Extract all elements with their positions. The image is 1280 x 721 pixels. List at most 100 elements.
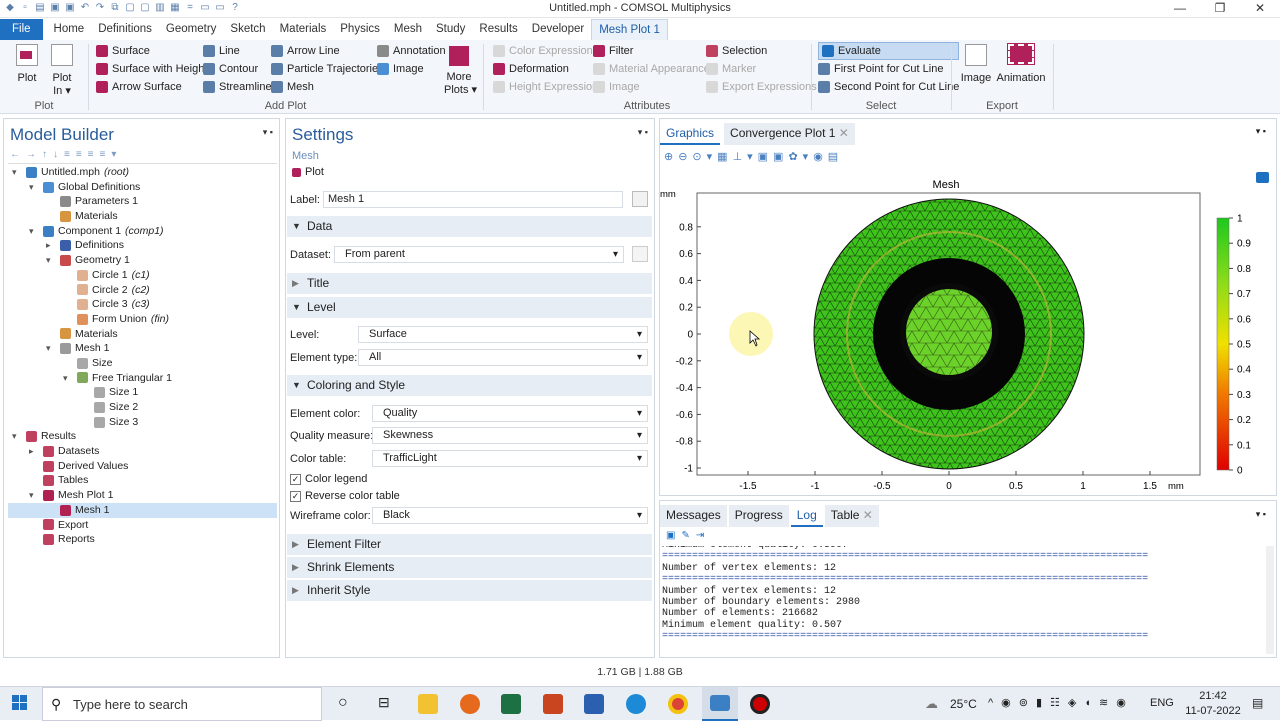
section-shrink-elements[interactable]: ▶ Shrink Elements	[287, 557, 652, 578]
clock-date[interactable]: 11-07-2022	[1185, 705, 1241, 717]
file-explorer-icon[interactable]	[418, 694, 438, 714]
windows-icon[interactable]: ▭	[200, 2, 210, 13]
tree-item-untitled-mph[interactable]: ▾ Untitled.mph (root)	[12, 166, 130, 178]
level-select[interactable]: Surface	[358, 326, 648, 343]
material-appearance-button[interactable]: Material Appearance	[593, 60, 710, 78]
expand-arrow-icon[interactable]: ▾	[29, 490, 34, 501]
export-expressions-button[interactable]: Export Expressions	[706, 78, 817, 96]
ribbon-tab-results[interactable]: Results	[479, 23, 518, 35]
label-edit-icon[interactable]	[632, 191, 648, 207]
section-title[interactable]: ▶ Title	[287, 273, 652, 294]
close-icon[interactable]: ✕	[1254, 1, 1266, 15]
tab-log[interactable]: Log	[790, 505, 823, 527]
dataset-select[interactable]: From parent	[334, 246, 624, 263]
word-icon[interactable]	[584, 694, 604, 714]
selection-button[interactable]: Selection	[706, 42, 817, 60]
minimize-icon[interactable]: —	[1174, 1, 1186, 15]
undo-icon[interactable]: ↶	[80, 2, 90, 13]
tree-item-circle-3[interactable]: Circle 3 (c3)	[8, 297, 277, 312]
paste-icon[interactable]: ▢	[125, 2, 135, 13]
ribbon-tab-materials[interactable]: Materials	[279, 23, 327, 35]
tab-messages[interactable]: Messages	[660, 505, 727, 527]
expand-arrow-icon[interactable]: ▾	[29, 225, 34, 236]
section-coloring-style[interactable]: ▼ Coloring and Style	[287, 375, 652, 396]
height-expression-button[interactable]: Height Expression	[493, 78, 598, 96]
plot-button[interactable]: Plot	[10, 44, 44, 85]
panel-menu-icon[interactable]: ▾ ▪	[637, 127, 648, 137]
ribbon-tab-definitions[interactable]: Definitions	[98, 23, 152, 35]
tree-item-derived-values[interactable]: Derived Values	[8, 459, 277, 474]
image-button[interactable]: Image	[593, 78, 710, 96]
image-button[interactable]: Image	[377, 60, 446, 78]
expand-arrow-icon[interactable]: ▾	[12, 431, 17, 442]
firefox-icon[interactable]	[460, 694, 480, 714]
save-icon[interactable]: ▣	[50, 2, 60, 13]
arrow-surface-button[interactable]: Arrow Surface	[96, 78, 207, 96]
go-to-source-icon[interactable]	[632, 246, 648, 262]
tree-item-mesh-plot-1[interactable]: ▾ Mesh Plot 1	[29, 489, 114, 502]
panel-menu-icon[interactable]: ▾ ▪	[1255, 509, 1266, 519]
tree-item-circle-2[interactable]: Circle 2 (c2)	[8, 283, 277, 298]
tree-item-size-1[interactable]: Size 1	[8, 385, 277, 400]
plot-in-button[interactable]: Plot In ▾	[46, 44, 78, 98]
section-inherit-style[interactable]: ▶ Inherit Style	[287, 580, 652, 601]
taskbar-search[interactable]: ⚲ Type here to search	[42, 687, 322, 721]
deformation-button[interactable]: Deformation	[493, 60, 598, 78]
tree-item-materials[interactable]: Materials	[8, 209, 277, 224]
powerpoint-icon[interactable]	[543, 694, 563, 714]
redo-icon[interactable]: ↷	[95, 2, 105, 13]
comsol-taskbar-button[interactable]	[702, 687, 738, 721]
particle-trajectories-button[interactable]: Particle Trajectories	[271, 60, 384, 78]
new-icon[interactable]: ▫	[23, 2, 27, 13]
cortana-icon[interactable]: ○	[338, 694, 348, 711]
ribbon-tab-mesh[interactable]: Mesh	[393, 23, 422, 35]
tab-graphics[interactable]: Graphics	[660, 123, 721, 145]
expand-arrow-icon[interactable]: ▾	[29, 181, 34, 192]
clock-time[interactable]: 21:42	[1199, 690, 1227, 702]
quality-measure-select[interactable]: Skewness	[372, 427, 648, 444]
first-point-for-cut-line-button[interactable]: First Point for Cut Line	[818, 60, 959, 78]
expand-arrow-icon[interactable]: ▾	[46, 255, 51, 266]
reset-desktop-icon[interactable]: ▭	[215, 2, 225, 13]
log-toolbar[interactable]: ▣✎⇥	[666, 530, 711, 541]
element-color-select[interactable]: Quality	[372, 405, 648, 422]
graphics-toolbar[interactable]: ⊕⊖⊙▾▦⊥▾▣▣✿▾◉▤	[664, 151, 844, 163]
color-expression-button[interactable]: Color Expression	[493, 42, 598, 60]
arrow-line-button[interactable]: Arrow Line	[271, 42, 384, 60]
tree-item-size-3[interactable]: Size 3	[8, 415, 277, 430]
animation-button[interactable]: Animation	[996, 43, 1046, 85]
ribbon-tab-file[interactable]: File	[0, 19, 43, 40]
tree-item-tables[interactable]: Tables	[8, 473, 277, 488]
open-icon[interactable]: ▤	[35, 2, 45, 13]
surface-with-height-button[interactable]: Surface with Height	[96, 60, 207, 78]
surface-button[interactable]: Surface	[96, 42, 207, 60]
ribbon-tab-study[interactable]: Study	[436, 23, 466, 35]
ribbon-tab-mesh-plot-1[interactable]: Mesh Plot 1	[591, 19, 668, 40]
tree-item-results[interactable]: ▾ Results	[12, 430, 77, 443]
element-type-select[interactable]: All	[358, 349, 648, 366]
restore-icon[interactable]: ❐	[1214, 1, 1226, 15]
temperature[interactable]: 25°C	[950, 697, 977, 711]
expand-arrow-icon[interactable]: ▾	[46, 343, 51, 354]
log-scrollbar[interactable]	[1266, 546, 1274, 654]
panel-menu-icon[interactable]: ▾ ▪	[1255, 126, 1266, 136]
language-indicator[interactable]: ENG	[1150, 697, 1174, 709]
contour-button[interactable]: Contour	[203, 60, 272, 78]
more-plots-button[interactable]: More Plots ▾	[444, 46, 477, 97]
notifications-icon[interactable]: ▤	[1252, 696, 1264, 710]
reverse-color-table-checkbox[interactable]: ✓ Reverse color table	[290, 490, 400, 502]
tree-item-form-union[interactable]: Form Union (fin)	[8, 312, 277, 327]
tree-item-export[interactable]: Export	[8, 518, 277, 533]
tree-toolbar[interactable]: ←→↑↓≡≡≡≡▾	[10, 149, 123, 160]
system-tray-icons[interactable]: ^◉⊚▮☷◈◖≋◉	[988, 697, 1134, 709]
tree-item-global-definitions[interactable]: ▾ Global Definitions	[29, 180, 141, 193]
close-tab-icon[interactable]: ✕	[838, 126, 849, 140]
tree-item-size[interactable]: Size	[8, 356, 277, 371]
expand-arrow-icon[interactable]: ▾	[12, 167, 17, 177]
ribbon-tab-home[interactable]: Home	[53, 23, 85, 35]
tab-progress[interactable]: Progress	[728, 505, 789, 527]
color-table-select[interactable]: TrafficLight	[372, 450, 648, 467]
ribbon-tab-geometry[interactable]: Geometry	[165, 23, 217, 35]
marker-button[interactable]: Marker	[706, 60, 817, 78]
close-tab-icon[interactable]: ✕	[859, 508, 873, 522]
